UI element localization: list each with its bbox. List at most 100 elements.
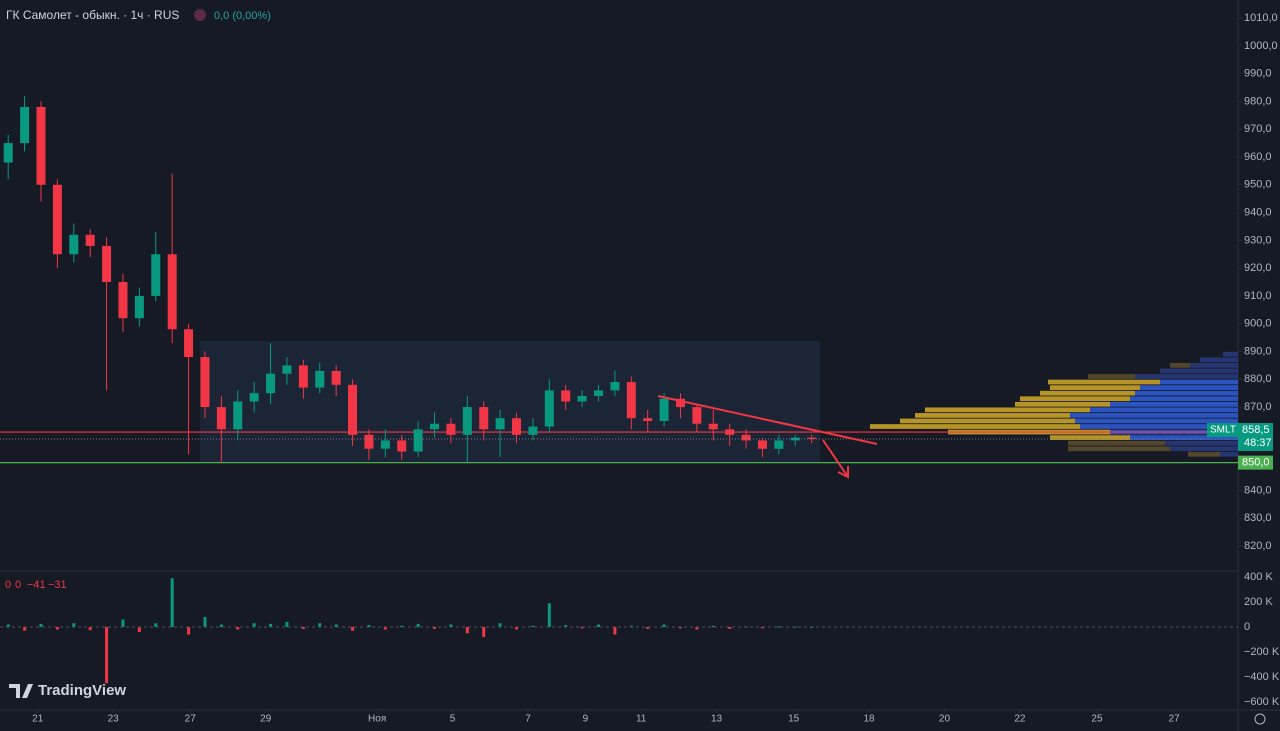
volume-bar: [203, 617, 207, 627]
x-tick-label: 5: [450, 714, 456, 725]
volume-bar: [301, 627, 305, 629]
candle-body: [151, 254, 161, 296]
volume-bar: [449, 624, 453, 627]
profile-up: [1220, 451, 1238, 457]
candle-body: [85, 234, 95, 246]
x-tick-label: 13: [711, 714, 723, 725]
indicator-legend: 0 0 −41 −31: [5, 579, 67, 591]
volume-bar: [629, 625, 633, 627]
y-tick-label: 1010,0: [1244, 12, 1278, 24]
profile-down: [1048, 379, 1160, 385]
candle-body: [446, 423, 456, 435]
volume-tick-label: −400 K: [1244, 671, 1280, 683]
volume-bar: [793, 626, 797, 628]
candle-body: [708, 423, 718, 430]
profile-up: [1190, 363, 1238, 368]
candle-body: [594, 390, 604, 396]
volume-bar: [6, 624, 10, 627]
volume-bar: [515, 627, 519, 630]
symbol-tag: [1207, 423, 1238, 438]
candle-body: [544, 390, 554, 427]
candle-body: [725, 429, 735, 435]
candle-body: [364, 434, 374, 449]
candle-body: [495, 418, 505, 430]
y-tick-label: 890,0: [1244, 345, 1272, 357]
volume-bar: [154, 623, 158, 627]
volume-bar: [252, 623, 256, 627]
profile-up: [1130, 396, 1238, 402]
candle-body: [643, 418, 653, 421]
volume-bar: [219, 624, 223, 627]
y-tick-label: 830,0: [1244, 512, 1272, 524]
volume-bar: [23, 627, 27, 631]
candle-body: [69, 234, 79, 255]
volume-bar: [72, 623, 76, 627]
profile-up: [1200, 357, 1238, 363]
status-icon: [194, 9, 206, 21]
candle-body: [413, 429, 423, 452]
y-tick-label: 880,0: [1244, 373, 1272, 385]
y-tick-label: 960,0: [1244, 151, 1272, 163]
profile-up: [1140, 385, 1238, 390]
volume-bar: [416, 623, 420, 627]
candle-body: [331, 370, 341, 385]
volume-bar: [580, 627, 584, 629]
profile-up: [1135, 390, 1238, 396]
candle-body: [512, 418, 522, 435]
candle-body: [315, 370, 325, 388]
profile-down: [1015, 401, 1110, 407]
candle-body: [610, 382, 620, 391]
candle-body: [233, 401, 243, 430]
candle-body: [397, 440, 407, 452]
profile-down: [1050, 385, 1140, 390]
profile-up: [1160, 368, 1238, 374]
last-price-label: 858,5: [1242, 424, 1270, 436]
logo-mark: [9, 684, 33, 698]
candle-body: [282, 365, 292, 374]
indicator-value: 0: [15, 579, 21, 591]
profile-up: [1223, 351, 1238, 357]
profile-down: [1170, 363, 1190, 368]
volume-bar: [760, 627, 764, 629]
profile-up: [1130, 435, 1238, 440]
candle-body: [167, 254, 177, 330]
y-tick-label: 980,0: [1244, 95, 1272, 107]
volume-bar: [695, 627, 699, 630]
settings-icon[interactable]: [1254, 713, 1266, 725]
candle-body: [102, 245, 112, 283]
volume-tick-label: 400 K: [1244, 571, 1273, 583]
y-tick-label: 1000,0: [1244, 40, 1278, 52]
profile-up: [1110, 401, 1238, 407]
profile-up: [1070, 413, 1238, 418]
candle-body: [20, 106, 30, 144]
profile-down: [1088, 374, 1135, 379]
profile-up: [1090, 407, 1238, 413]
profile-up: [1080, 424, 1238, 429]
profile-down: [870, 424, 1080, 429]
y-tick-label: 920,0: [1244, 262, 1272, 274]
x-tick-label: 9: [583, 714, 589, 725]
trend-line: [657, 395, 878, 445]
plot-layer: 820,0830,0840,0850,0860,0870,0880,0890,0…: [0, 12, 1280, 725]
range-box: [200, 341, 820, 463]
indicator-value: 0: [5, 579, 11, 591]
y-tick-label: 820,0: [1244, 540, 1272, 552]
candle-body: [675, 398, 685, 408]
volume-bar: [564, 625, 568, 627]
volume-bar: [351, 627, 355, 631]
x-tick-label: 20: [939, 714, 951, 725]
x-tick-label: Ноя: [368, 714, 386, 725]
volume-bar: [170, 578, 174, 627]
volume-tick-label: −200 K: [1244, 646, 1280, 658]
volume-tick-label: −600 K: [1244, 696, 1280, 708]
candle-body: [774, 440, 784, 449]
volume-bar: [711, 625, 715, 627]
volume-bar: [465, 627, 469, 634]
profile-up: [1135, 374, 1238, 379]
volume-bar: [613, 627, 617, 635]
volume-bar: [137, 627, 141, 632]
profile-down: [1068, 440, 1165, 446]
candle-body: [380, 440, 390, 449]
profile-up: [1075, 418, 1238, 424]
